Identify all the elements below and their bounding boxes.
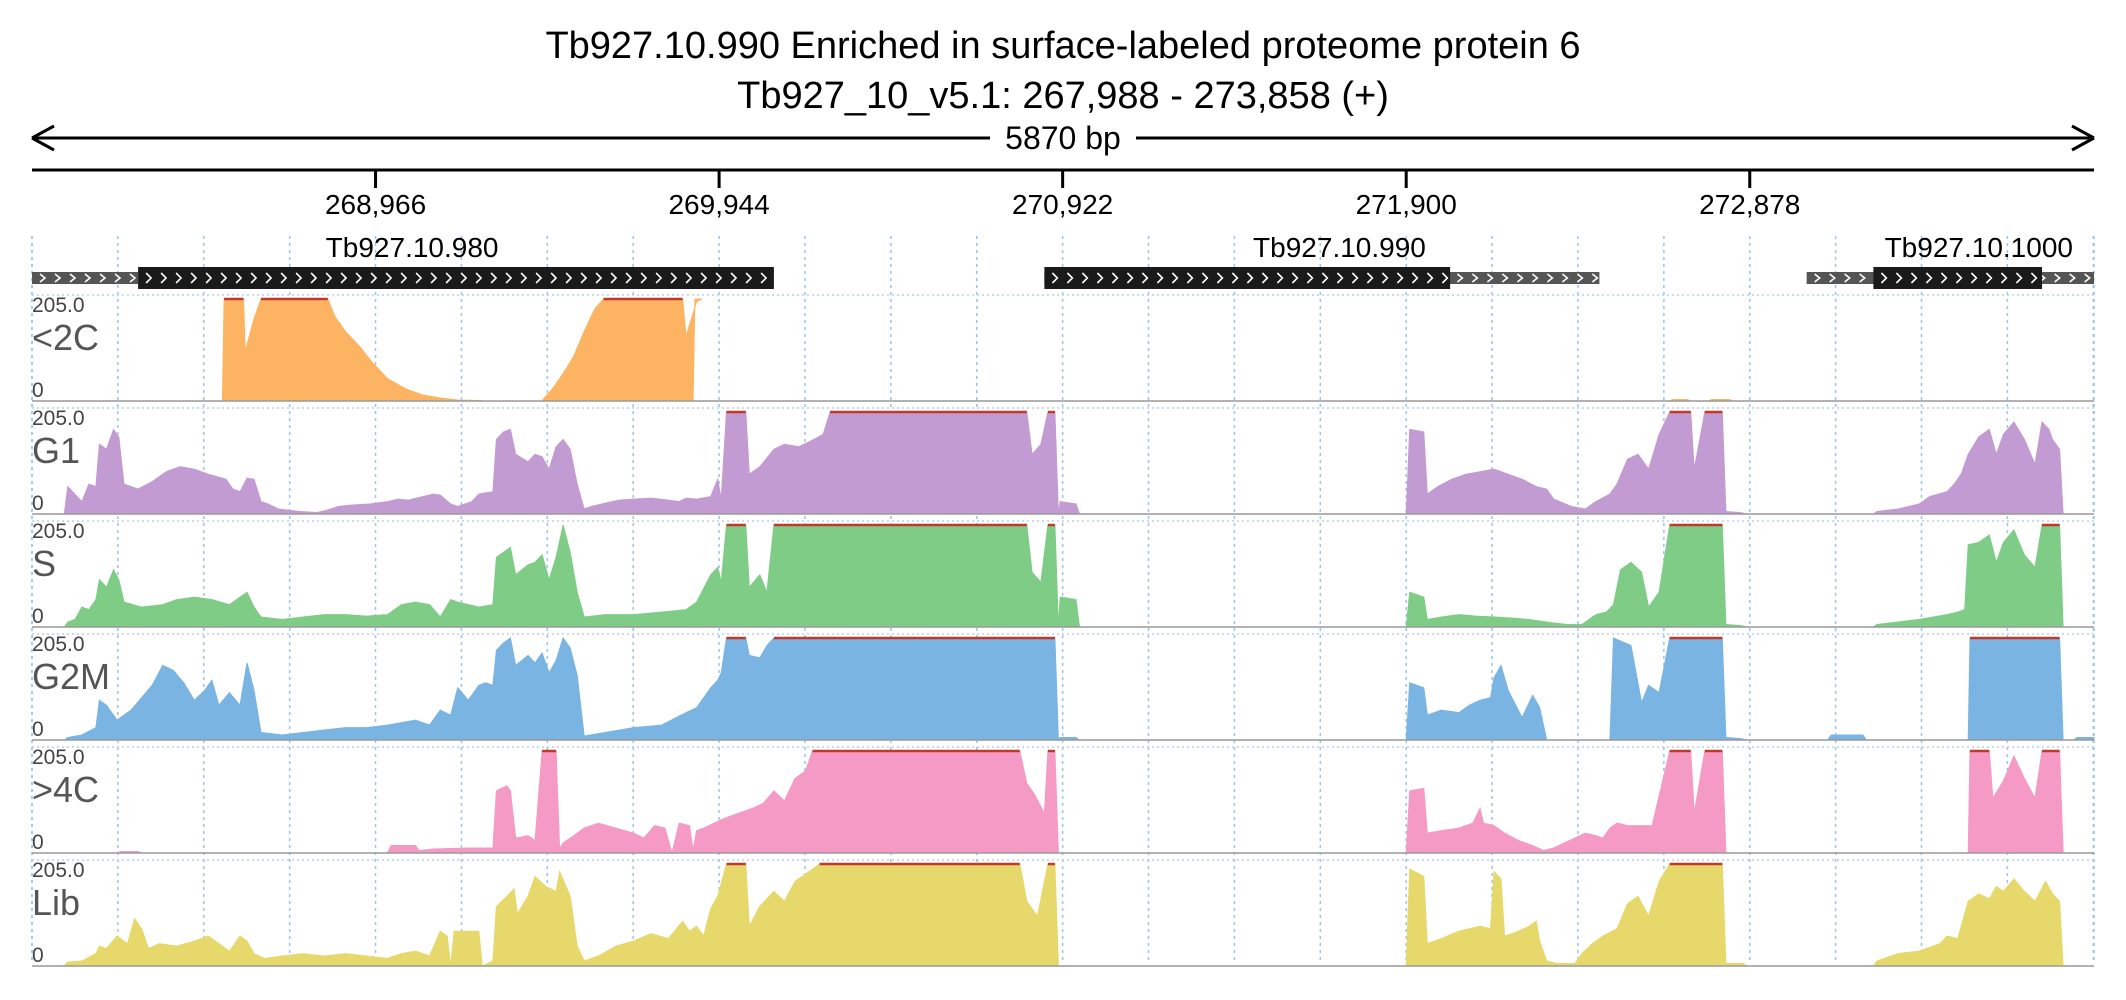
- coverage-area: [36, 863, 2094, 967]
- gene-label: Tb927.10.990: [1253, 232, 1426, 263]
- track-name: S: [32, 543, 56, 584]
- track-ymax-label: 205.0: [32, 859, 85, 882]
- axis-tick-label: 271,900: [1356, 189, 1457, 220]
- chart-subtitle: Tb927_10_v5.1: 267,988 - 273,858 (+): [737, 75, 1389, 117]
- chart-title: Tb927.10.990 Enriched in surface-labeled…: [545, 25, 1580, 67]
- track-ymin-label: 0: [32, 492, 44, 515]
- track-ymin-label: 0: [32, 718, 44, 741]
- track-ymin-label: 0: [32, 944, 44, 967]
- coverage-track: 205.0 0 G2M: [32, 633, 2095, 742]
- track-name: >4C: [32, 769, 99, 810]
- coverage-track: 205.0 0 >4C: [32, 746, 2094, 855]
- gene-cds: [1873, 267, 2043, 289]
- track-name: Lib: [32, 882, 80, 923]
- coverage-area: [36, 750, 2094, 855]
- coverage-tracks: 205.00<2C205.00G1205.00S205.00G2M205.00>…: [32, 294, 2095, 967]
- gene-cds: [138, 267, 774, 289]
- gene-model[interactable]: Tb927.10.1000: [1806, 232, 2094, 289]
- coverage-track: 205.0 0 <2C: [32, 294, 2094, 402]
- coverage-track: 205.0 0 Lib: [32, 859, 2094, 967]
- gene-label: Tb927.10.1000: [1885, 232, 2073, 263]
- strand-chevrons-icon: [39, 273, 137, 283]
- axis-tick-label: 269,944: [668, 189, 769, 220]
- span-label: 5870 bp: [1005, 120, 1121, 156]
- track-ymax-label: 205.0: [32, 746, 85, 769]
- track-name: G2M: [32, 656, 110, 697]
- gene-label: Tb927.10.980: [326, 232, 499, 263]
- track-ymin-label: 0: [32, 605, 44, 628]
- gene-track: Tb927.10.980 Tb927.10.990 Tb927.10.1000: [32, 232, 2094, 289]
- gene-model[interactable]: Tb927.10.990: [1044, 232, 1600, 289]
- gene-utr: [32, 272, 139, 284]
- gene-model[interactable]: Tb927.10.980: [32, 232, 774, 289]
- coverage-area: [36, 524, 2094, 628]
- track-name: <2C: [32, 317, 99, 358]
- coverage-area: [36, 411, 2094, 515]
- span-indicator: 5870 bp: [31, 120, 2095, 156]
- track-ymax-label: 205.0: [32, 520, 85, 543]
- coverage-area: [36, 298, 2094, 402]
- coordinate-axis: 268,966 269,944 270,922 271,900 272,878: [32, 168, 2094, 220]
- strand-chevrons-icon: [1051, 272, 1449, 284]
- title-group: Tb927.10.990 Enriched in surface-labeled…: [545, 25, 1580, 117]
- axis-tick-label: 268,966: [325, 189, 426, 220]
- track-ymin-label: 0: [32, 379, 44, 402]
- track-ymax-label: 205.0: [32, 294, 85, 317]
- axis-tick-label: 270,922: [1012, 189, 1113, 220]
- gene-cds: [1044, 267, 1451, 289]
- strand-chevrons-icon: [1880, 272, 2038, 284]
- coverage-track: 205.0 0 S: [32, 520, 2094, 628]
- coverage-track: 205.0 0 G1: [32, 407, 2094, 515]
- strand-chevrons-icon: [145, 272, 768, 284]
- track-ymax-label: 205.0: [32, 407, 85, 430]
- coverage-area: [36, 636, 2095, 742]
- span-arrow-left-icon: [31, 124, 55, 152]
- axis-tick-label: 272,878: [1699, 189, 1800, 220]
- span-arrow-right-icon: [2071, 124, 2095, 152]
- track-name: G1: [32, 430, 80, 471]
- track-ymin-label: 0: [32, 831, 44, 854]
- track-ymax-label: 205.0: [32, 633, 85, 656]
